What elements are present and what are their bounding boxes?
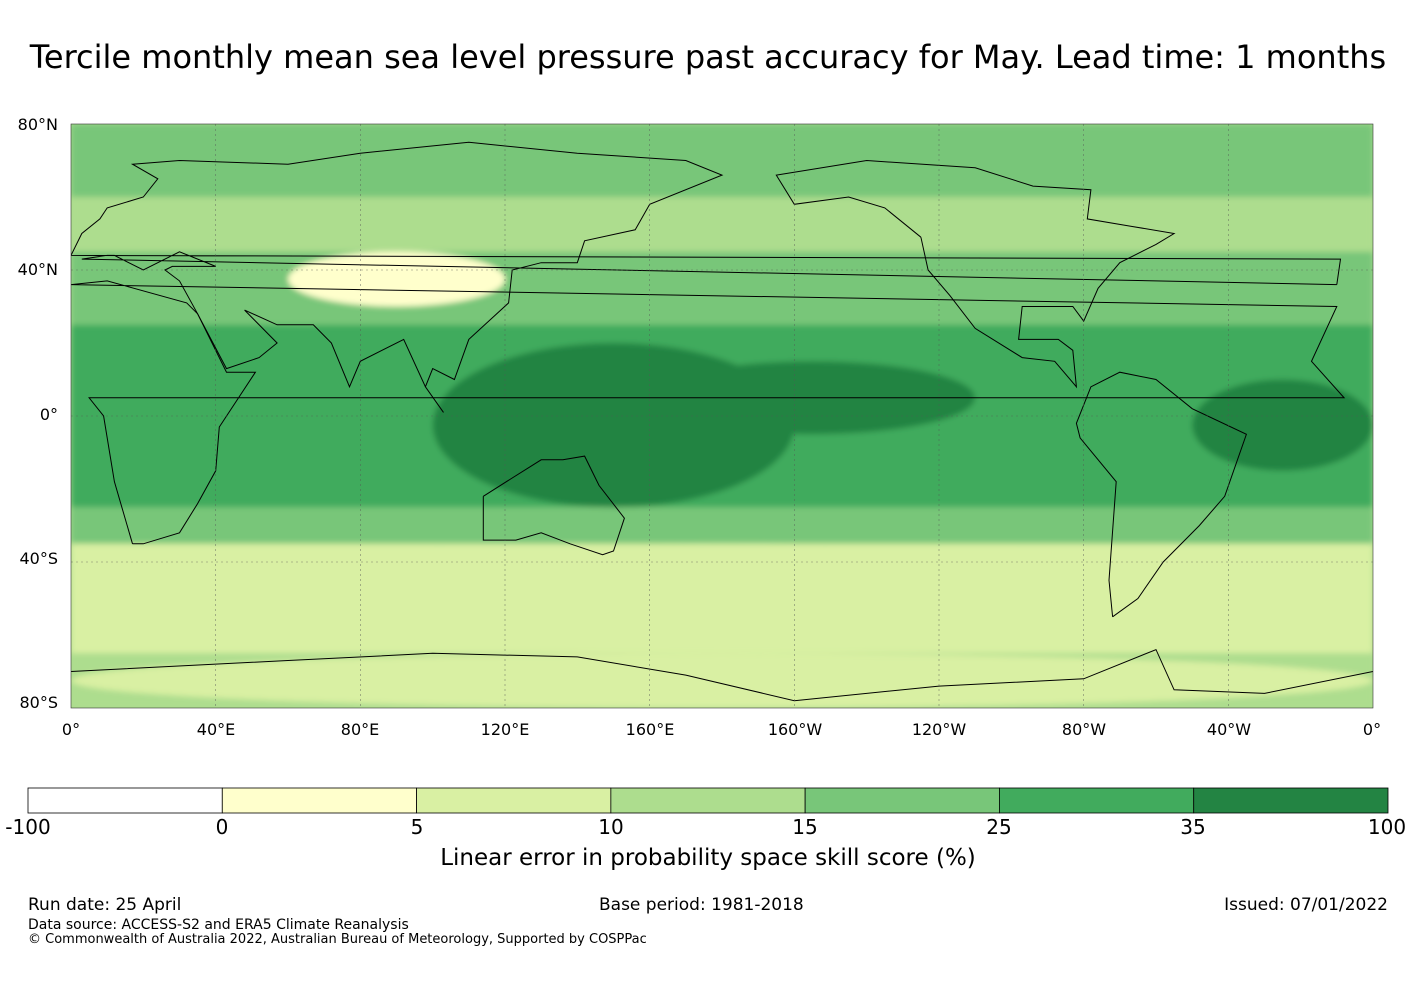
lon-tick-label: 80°W bbox=[1061, 720, 1107, 739]
colorbar-bin bbox=[610, 787, 806, 814]
lon-tick-label: 0° bbox=[1362, 720, 1382, 739]
colorbar-label: Linear error in probability space skill … bbox=[440, 845, 976, 871]
chart-title: Tercile monthly mean sea level pressure … bbox=[29, 38, 1387, 76]
lon-tick-label: 160°W bbox=[767, 720, 823, 739]
skill-zone bbox=[71, 507, 1373, 544]
colorbar-tick-label: 5 bbox=[410, 815, 424, 839]
data-source: Data source: ACCESS-S2 and ERA5 Climate … bbox=[28, 917, 409, 933]
coastline bbox=[482, 455, 625, 556]
base-period: Base period: 1981-2018 bbox=[599, 895, 804, 915]
lat-tick-label: 40°S bbox=[19, 549, 58, 568]
lat-tick-label: 80°N bbox=[17, 115, 58, 134]
colorbar-bin bbox=[999, 787, 1195, 814]
issued-date: Issued: 07/01/2022 bbox=[1224, 895, 1388, 915]
colorbar-bin bbox=[221, 787, 417, 814]
colorbar-tick-label: -100 bbox=[5, 815, 51, 839]
skill-region bbox=[71, 653, 1373, 708]
skill-region bbox=[1192, 379, 1373, 471]
lon-tick-label: 160°E bbox=[625, 720, 675, 739]
colorbar-bin bbox=[804, 787, 1000, 814]
coastline bbox=[71, 141, 1342, 413]
colorbar-tick-label: 25 bbox=[986, 815, 1012, 839]
lon-tick-label: 120°W bbox=[911, 720, 967, 739]
coastline bbox=[71, 280, 1346, 545]
colorbar-tick-label: 35 bbox=[1180, 815, 1206, 839]
run-date: Run date: 25 April bbox=[28, 895, 182, 915]
lon-tick-label: 0° bbox=[61, 720, 81, 739]
lat-tick-label: 80°S bbox=[19, 693, 58, 712]
colorbar-tick-label: 15 bbox=[792, 815, 818, 839]
copyright: © Commonwealth of Australia 2022, Austra… bbox=[28, 932, 647, 947]
map-frame bbox=[70, 123, 1374, 709]
lat-tick-label: 40°N bbox=[17, 260, 58, 279]
colorbar-bin bbox=[27, 787, 223, 814]
coastline bbox=[71, 648, 1373, 702]
colorbar-tick-label: 10 bbox=[598, 815, 624, 839]
colorbar-bin bbox=[1193, 787, 1389, 814]
coastline bbox=[1075, 371, 1248, 618]
colorbar-bin bbox=[416, 787, 612, 814]
coastline bbox=[775, 159, 1176, 389]
skill-zone bbox=[71, 124, 1373, 197]
lon-tick-label: 40°W bbox=[1206, 720, 1252, 739]
lon-tick-label: 40°E bbox=[196, 720, 236, 739]
lon-tick-label: 80°E bbox=[340, 720, 380, 739]
lon-tick-label: 120°E bbox=[480, 720, 530, 739]
lat-tick-label: 0° bbox=[39, 405, 58, 424]
colorbar-tick-label: 0 bbox=[215, 815, 229, 839]
colorbar-tick-label: 100 bbox=[1367, 815, 1407, 839]
skill-region bbox=[288, 251, 505, 307]
skill-region bbox=[71, 543, 1373, 635]
skill-zone bbox=[71, 197, 1373, 252]
